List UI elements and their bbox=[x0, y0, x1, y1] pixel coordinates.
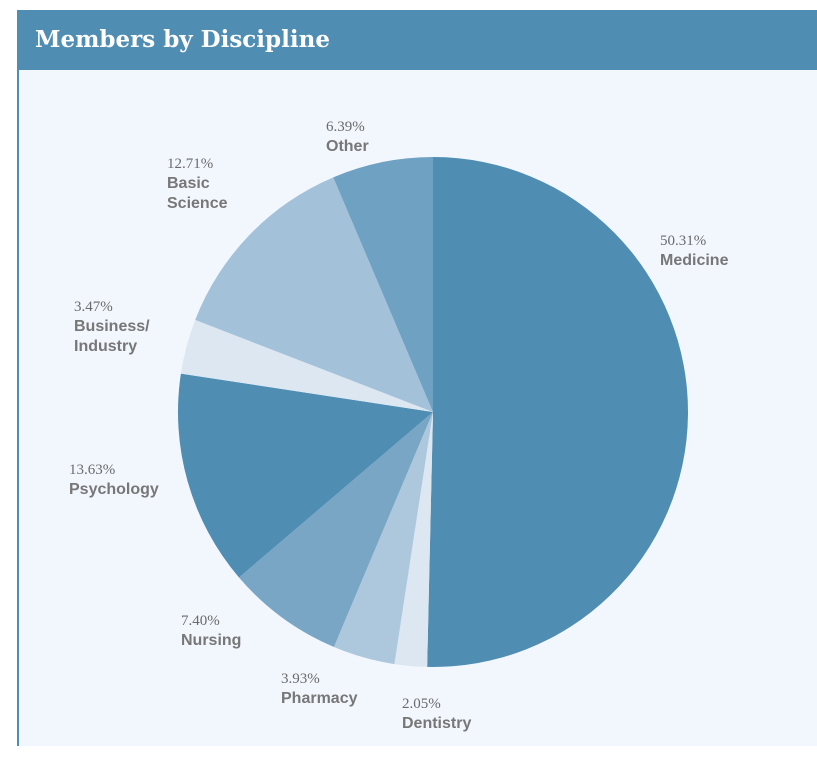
value-label: 3.93% bbox=[281, 671, 320, 687]
value-label: 3.47% bbox=[74, 299, 113, 315]
category-label: Nursing bbox=[181, 632, 242, 649]
category-label: Psychology bbox=[69, 481, 159, 498]
category-label: Medicine bbox=[660, 252, 729, 269]
pie-slice bbox=[333, 412, 433, 665]
pie-slice bbox=[177, 373, 433, 578]
value-label: 13.63% bbox=[69, 462, 116, 478]
value-label: 2.05% bbox=[402, 696, 441, 712]
value-label: 6.39% bbox=[326, 119, 365, 135]
chart-title: Members by Discipline bbox=[35, 26, 330, 53]
card-header: Members by Discipline bbox=[17, 10, 817, 70]
category-label: Pharmacy bbox=[281, 690, 358, 707]
value-label: 50.31% bbox=[660, 233, 707, 249]
value-label: 12.71% bbox=[167, 156, 214, 172]
pie-slice bbox=[394, 412, 433, 667]
pie-slice bbox=[195, 177, 433, 412]
pie-slice bbox=[333, 157, 433, 412]
category-label: Business/ Industry bbox=[74, 318, 150, 355]
category-label: Dentistry bbox=[402, 715, 472, 732]
category-label: Other bbox=[326, 138, 369, 155]
category-label: Basic Science bbox=[167, 175, 228, 212]
value-label: 7.40% bbox=[181, 613, 220, 629]
pie-slice bbox=[427, 157, 688, 667]
pie-slice bbox=[238, 412, 433, 647]
pie-slice bbox=[180, 319, 433, 412]
